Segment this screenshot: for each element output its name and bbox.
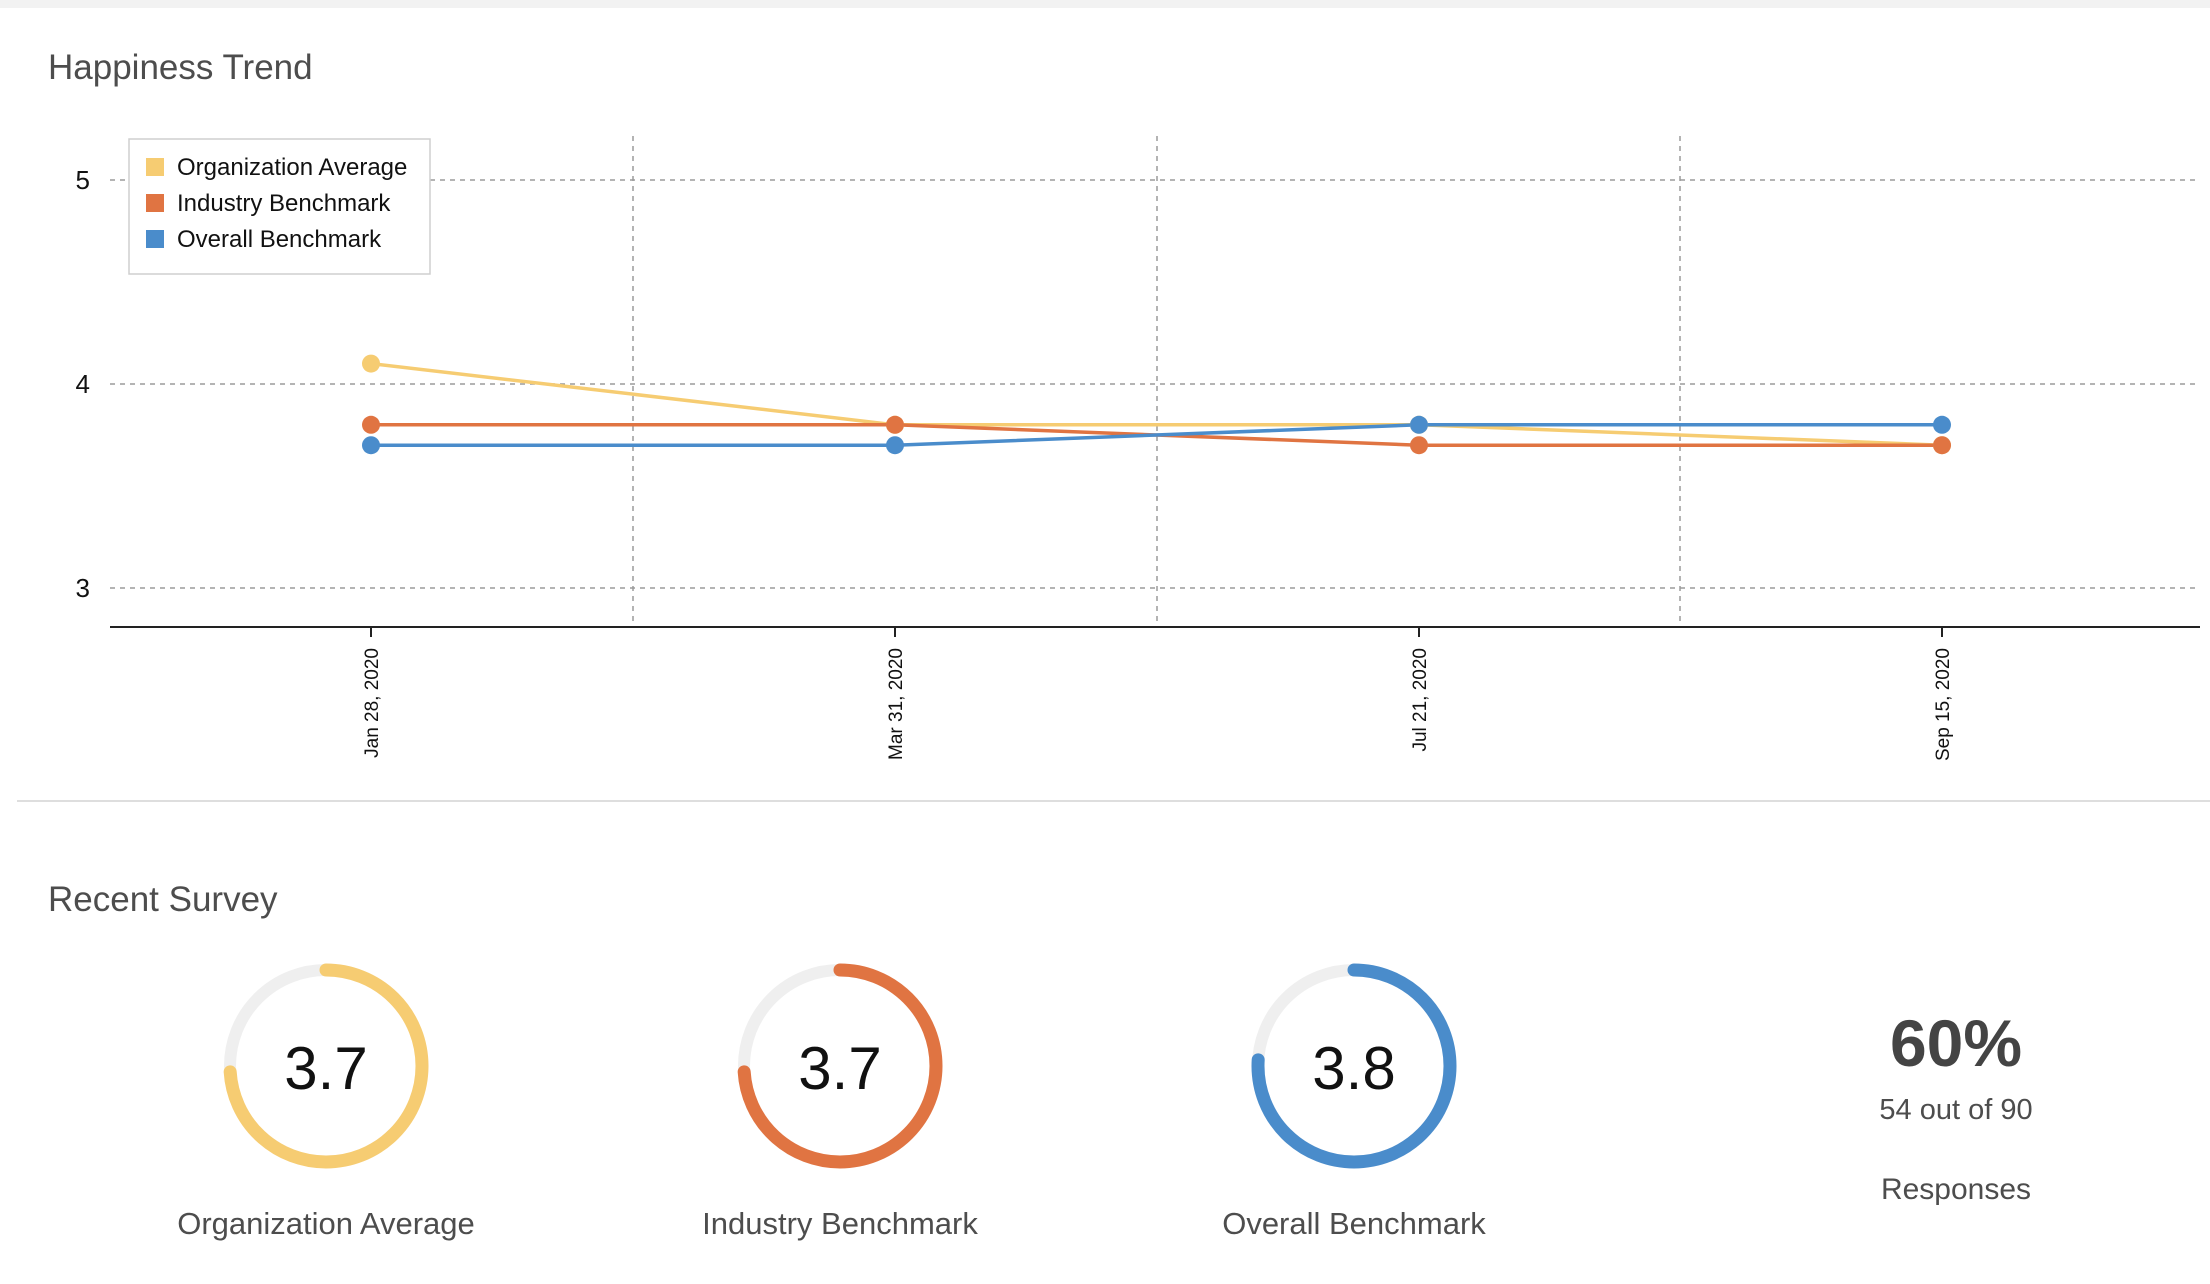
x-tick-label: Sep 15, 2020 bbox=[1933, 648, 1954, 761]
gauge-ring bbox=[1251, 963, 1457, 1169]
y-tick-label: 5 bbox=[76, 165, 90, 195]
gauge-label: Organization Average bbox=[177, 1206, 475, 1241]
gauge-organization-average: 3.7 Organization Average bbox=[176, 956, 476, 1242]
happiness-trend-chart: 3 4 5 Jan 28, 2020 Mar 31, 2020 Jul 21, 2020 S… bbox=[76, 136, 2200, 761]
gauge-ring bbox=[737, 963, 943, 1169]
data-point[interactable] bbox=[362, 415, 380, 434]
recent-survey-title: Recent Survey bbox=[48, 880, 278, 919]
data-point[interactable] bbox=[886, 436, 904, 455]
gauge-value: 3.8 bbox=[1312, 1035, 1396, 1102]
x-tick-label: Mar 31, 2020 bbox=[886, 648, 907, 760]
section-divider bbox=[17, 800, 2210, 802]
legend-label: Overall Benchmark bbox=[177, 226, 382, 253]
happiness-trend-title: Happiness Trend bbox=[48, 48, 313, 87]
gauge-industry-benchmark: 3.7 Industry Benchmark bbox=[690, 956, 990, 1242]
responses-summary: 60% 54 out of 90 Responses bbox=[1806, 1010, 2106, 1207]
gauge-overall-benchmark: 3.8 Overall Benchmark bbox=[1204, 956, 1504, 1242]
legend-swatch bbox=[146, 158, 164, 176]
legend-swatch bbox=[146, 230, 164, 248]
gauge-label: Overall Benchmark bbox=[1222, 1206, 1486, 1241]
legend-box bbox=[128, 138, 431, 275]
responses-count: 54 out of 90 bbox=[1879, 1094, 2033, 1126]
data-point[interactable] bbox=[362, 354, 380, 373]
x-tick-label: Jul 21, 2020 bbox=[1410, 648, 1431, 752]
gauge-label: Industry Benchmark bbox=[702, 1206, 978, 1241]
legend-swatch bbox=[146, 194, 164, 212]
data-point[interactable] bbox=[1933, 415, 1951, 434]
y-tick-label: 3 bbox=[76, 573, 90, 603]
gauge-ring bbox=[223, 963, 429, 1169]
data-point[interactable] bbox=[1933, 436, 1951, 455]
gauge-arc bbox=[223, 963, 429, 1169]
data-point[interactable] bbox=[362, 436, 380, 455]
data-point[interactable] bbox=[886, 415, 904, 434]
legend-label: Industry Benchmark bbox=[177, 190, 391, 217]
gauge-value: 3.7 bbox=[798, 1035, 882, 1102]
responses-percent: 60% bbox=[1889, 1006, 2023, 1080]
gauge-arc bbox=[1251, 963, 1457, 1169]
x-tick-label: Jan 28, 2020 bbox=[362, 648, 383, 758]
legend-label: Organization Average bbox=[177, 154, 407, 181]
gauge-arc bbox=[737, 963, 943, 1169]
series-line-2 bbox=[371, 423, 1942, 447]
responses-label: Responses bbox=[1880, 1173, 2032, 1206]
data-point[interactable] bbox=[1410, 415, 1428, 434]
y-tick-label: 4 bbox=[76, 369, 90, 399]
series-line-0 bbox=[370, 361, 1943, 447]
gauge-value: 3.7 bbox=[284, 1035, 368, 1102]
data-point[interactable] bbox=[1410, 436, 1428, 455]
